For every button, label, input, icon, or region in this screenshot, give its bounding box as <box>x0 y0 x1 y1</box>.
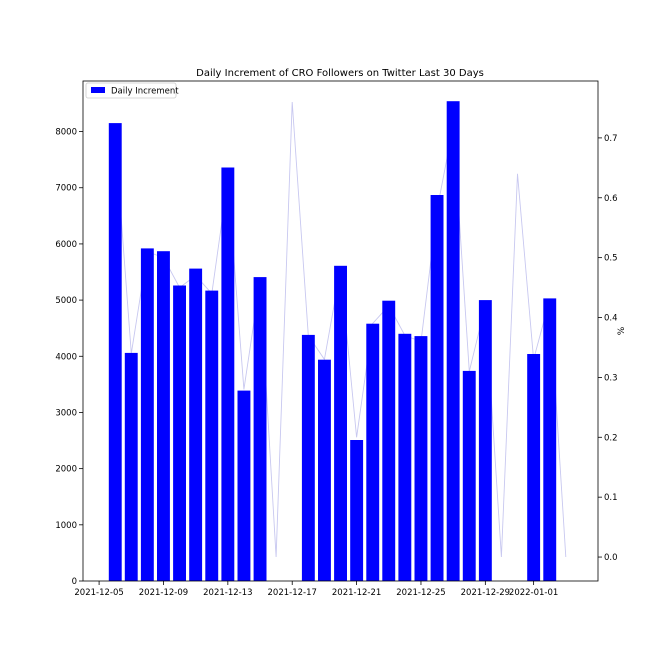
y2-tick-label: 0.3 <box>604 373 618 383</box>
y-axis-left: 0 1000 2000 3000 4000 5000 6000 7000 8000 <box>55 128 83 587</box>
y-tick-label: 2000 <box>55 465 77 475</box>
y2-axis-title: % <box>617 326 627 335</box>
x-tick-label: 2021-12-09 <box>139 588 188 598</box>
x-tick-label: 2021-12-05 <box>74 588 123 598</box>
bar <box>237 390 251 581</box>
bar <box>366 323 380 581</box>
y-axis-right: 0.0 0.1 0.2 0.3 0.4 0.5 0.6 0.7 <box>598 134 618 563</box>
bar <box>462 370 476 581</box>
y-tick-label: 4000 <box>55 352 77 362</box>
bar <box>398 333 412 581</box>
x-axis: 2021-12-05 2021-12-09 2021-12-13 2021-12-17… <box>74 581 558 598</box>
bar-layer <box>108 101 557 581</box>
bar <box>414 336 428 581</box>
bar <box>334 265 347 581</box>
y-tick-label: 8000 <box>55 128 77 138</box>
y2-tick-label: 0.2 <box>604 433 618 443</box>
bar <box>527 354 541 581</box>
y2-tick-label: 0.5 <box>604 254 618 264</box>
chart-title: Daily Increment of CRO Followers on Twit… <box>196 68 484 79</box>
bar <box>157 251 170 581</box>
bar <box>301 334 315 581</box>
y-tick-label: 5000 <box>55 296 77 306</box>
y-tick-label: 3000 <box>55 408 77 418</box>
bar <box>478 300 492 581</box>
legend-box <box>85 82 177 99</box>
bar <box>382 300 396 581</box>
x-tick-label: 2022-01-01 <box>509 588 558 598</box>
bar <box>205 290 219 581</box>
y-tick-label: 7000 <box>55 184 77 194</box>
bar <box>446 101 460 581</box>
x-tick-label: 2021-12-25 <box>396 588 445 598</box>
x-tick-label: 2021-12-17 <box>268 588 317 598</box>
bar <box>350 440 364 581</box>
y2-tick-label: 0.0 <box>604 553 618 563</box>
x-tick-label: 2021-12-21 <box>332 588 381 598</box>
y2-tick-label: 0.6 <box>604 194 618 204</box>
bar <box>253 277 267 581</box>
legend-swatch <box>91 87 105 93</box>
y2-tick-label: 0.7 <box>604 134 618 144</box>
y-tick-label: 0 <box>72 577 77 587</box>
bar <box>221 167 235 581</box>
y2-tick-label: 0.1 <box>604 493 618 503</box>
bar <box>108 123 122 581</box>
bar <box>173 285 186 581</box>
x-tick-label: 2021-12-29 <box>461 588 510 598</box>
bar <box>140 248 154 581</box>
legend-label: Daily Increment <box>111 87 179 97</box>
y-tick-label: 1000 <box>55 521 77 531</box>
legend: Daily Increment <box>85 82 179 99</box>
plot-frame <box>82 80 599 582</box>
bar <box>543 298 557 581</box>
bar <box>430 195 444 581</box>
y2-tick-label: 0.4 <box>604 314 618 324</box>
x-tick-label: 2021-12-13 <box>203 588 252 598</box>
bar <box>189 268 203 581</box>
bar <box>318 359 331 581</box>
bar <box>124 352 138 581</box>
y-tick-label: 6000 <box>55 240 77 250</box>
